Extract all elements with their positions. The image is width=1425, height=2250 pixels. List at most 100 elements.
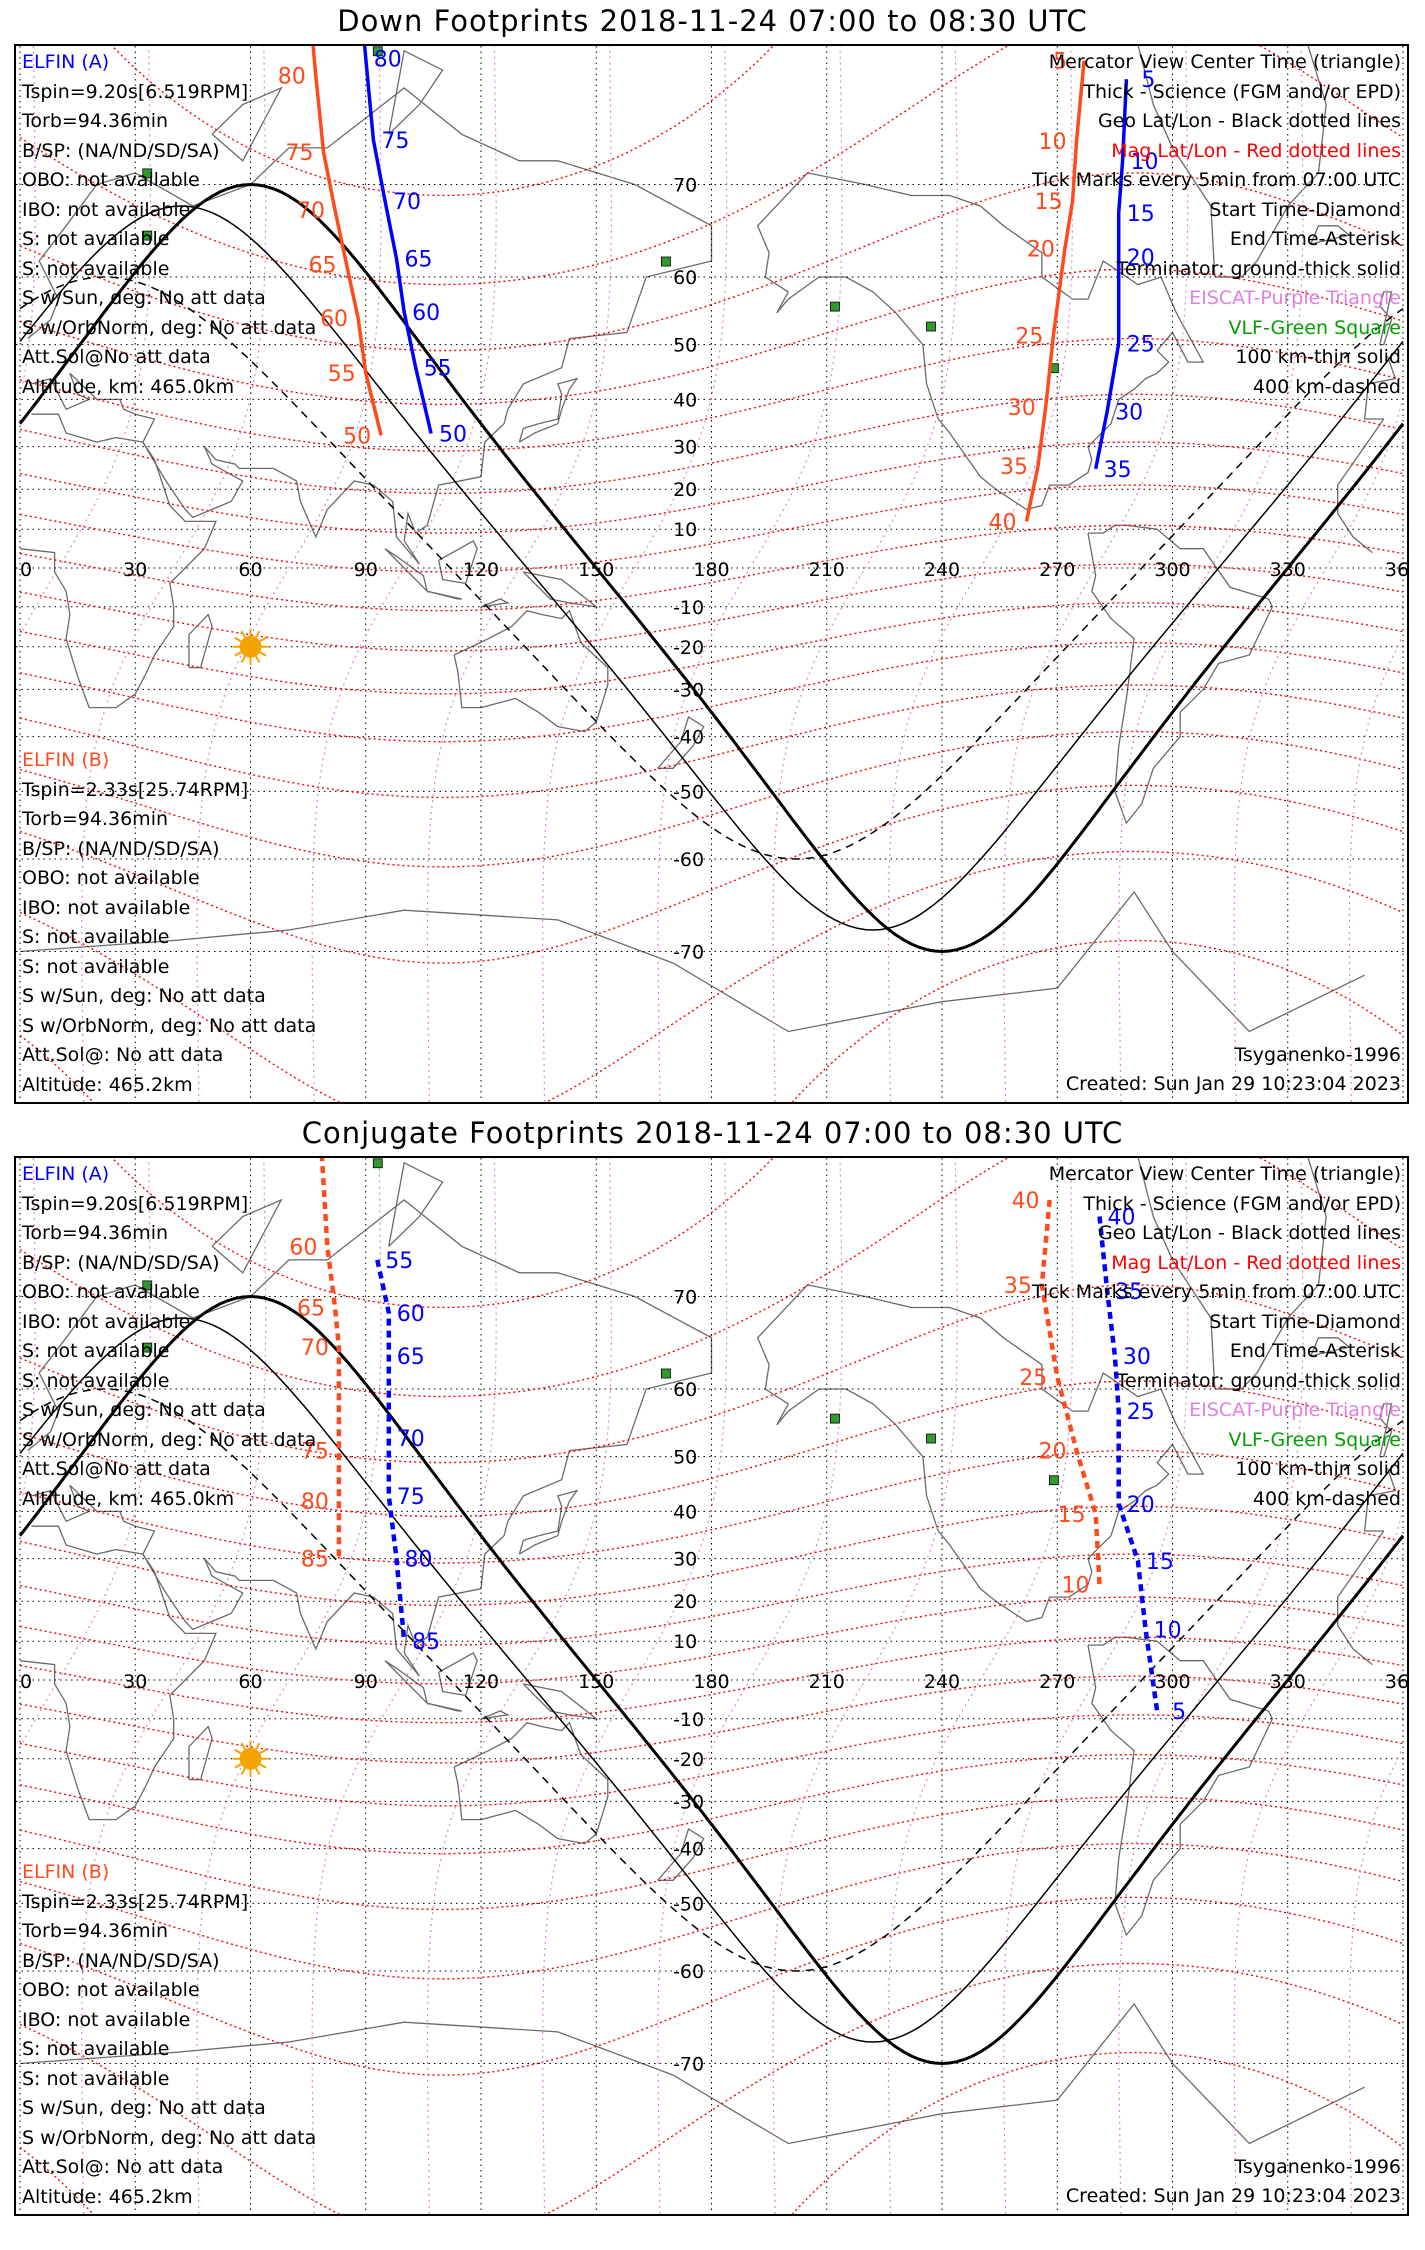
terminator-ground bbox=[18, 1294, 1405, 2066]
footprint-track bbox=[319, 1158, 342, 1559]
coastline bbox=[1379, 291, 1393, 346]
coastline bbox=[1137, 46, 1327, 278]
legend-item: Mag Lat/Lon - Red dotted lines bbox=[1111, 139, 1401, 162]
info-line: Torb=94.36min bbox=[22, 110, 169, 132]
tick-time-label: 25 bbox=[1127, 1400, 1155, 1425]
lat-tick-label: -70 bbox=[673, 2054, 704, 2076]
mag-meridian bbox=[22, 1158, 151, 1743]
legend-item: Start Time-Diamond bbox=[1209, 1310, 1401, 1333]
mag-latitude-line bbox=[19, 46, 1404, 286]
info-line: S w/Sun, deg: No att data bbox=[22, 985, 266, 1007]
coastline bbox=[211, 86, 283, 162]
legend-item: EISCAT-Purple Triangle bbox=[1189, 1399, 1401, 1421]
mag-meridian bbox=[22, 46, 151, 631]
lon-tick-label: 0 bbox=[20, 1671, 32, 1693]
lon-tick-label: 210 bbox=[809, 1671, 845, 1693]
tick-time-label: 15 bbox=[1058, 1503, 1086, 1528]
lat-tick-label: 30 bbox=[673, 437, 697, 459]
coastline bbox=[1337, 418, 1385, 486]
terminator-ground bbox=[18, 182, 1405, 954]
lon-tick-label: 270 bbox=[1039, 559, 1075, 581]
legend-item: EISCAT-Purple Triangle bbox=[1189, 287, 1401, 309]
coastline bbox=[756, 172, 1205, 511]
coastline bbox=[1310, 1337, 1351, 1357]
lat-tick-label: 20 bbox=[673, 479, 697, 501]
tick-time-label: 65 bbox=[297, 1296, 325, 1321]
footprint-track bbox=[1093, 79, 1129, 470]
legend-item: 100 km-thin solid bbox=[1235, 1458, 1401, 1480]
sun-ray bbox=[259, 1763, 267, 1769]
legend-item: Mercator View Center Time (triangle) bbox=[1048, 1163, 1401, 1185]
info-line: OBO: not available bbox=[22, 169, 200, 191]
vlf-square bbox=[142, 1280, 153, 1291]
tick-time-label: 20 bbox=[1038, 1440, 1066, 1465]
mag-meridian bbox=[772, 46, 958, 1102]
tick-time-label: 30 bbox=[1008, 396, 1036, 421]
mag-meridian bbox=[542, 1158, 728, 2214]
sun-ray bbox=[240, 655, 246, 663]
lat-tick-label: -70 bbox=[673, 942, 704, 964]
tick-time-label: 80 bbox=[278, 65, 306, 90]
lon-tick-label: 60 bbox=[238, 1671, 262, 1693]
sun-ray bbox=[240, 1767, 246, 1775]
lat-tick-label: -50 bbox=[673, 781, 704, 803]
info-line: B/SP: (NA/ND/SD/SA) bbox=[22, 837, 220, 860]
tick-time-label: 40 bbox=[1108, 1205, 1136, 1230]
footprint-track bbox=[375, 1259, 407, 1642]
tick-time-label: 80 bbox=[404, 1548, 432, 1573]
tick-time-label: 15 bbox=[1127, 202, 1155, 227]
lat-tick-label: 50 bbox=[673, 1447, 697, 1469]
sun-ray bbox=[259, 651, 267, 657]
mag-latitude-line bbox=[111, 46, 774, 197]
tick-time-label: 80 bbox=[301, 1490, 329, 1515]
lon-tick-label: 0 bbox=[20, 559, 32, 581]
sun-icon bbox=[239, 635, 262, 658]
tick-time-label: 50 bbox=[343, 424, 371, 449]
mag-latitude-line bbox=[19, 1714, 1404, 1807]
coastline bbox=[1337, 1530, 1385, 1598]
mag-meridian bbox=[196, 46, 382, 1102]
legend-item: Start Time-Diamond bbox=[1209, 198, 1401, 221]
legend-item: Mercator View Center Time (triangle) bbox=[1048, 51, 1401, 73]
info-line: S: not available bbox=[22, 228, 170, 250]
tick-time-label: 75 bbox=[381, 129, 409, 154]
sun-ray bbox=[259, 1748, 267, 1755]
vlf-square bbox=[142, 230, 153, 241]
mag-latitude-line bbox=[19, 1962, 1404, 2214]
panel-title: Down Footprints 2018-11-24 07:00 to 08:3… bbox=[337, 4, 1088, 38]
mag-latitude-line bbox=[19, 1284, 1404, 1464]
tick-time-label: 65 bbox=[309, 253, 337, 278]
conjugate-footprints-panel: Conjugate Footprints 2018-11-24 07:00 to… bbox=[0, 1112, 1425, 2237]
info-line: Att.Sol@No att data bbox=[22, 346, 211, 368]
mag-meridian bbox=[1233, 399, 1403, 1102]
info-line: B/SP: (NA/ND/SD/SA) bbox=[22, 1949, 220, 1972]
lon-tick-label: 240 bbox=[924, 559, 960, 581]
info-line: Tspin=2.33s[25.74RPM] bbox=[22, 1890, 249, 1913]
lon-tick-label: 150 bbox=[578, 1671, 614, 1693]
tick-time-label: 10 bbox=[1154, 1618, 1182, 1643]
tick-time-label: 60 bbox=[320, 307, 348, 332]
lat-tick-label: 40 bbox=[673, 389, 697, 411]
info-line: S: not available bbox=[22, 955, 170, 978]
info-line: S w/OrbNorm, deg: No att data bbox=[22, 1428, 317, 1451]
coastline bbox=[518, 1489, 579, 1555]
coastline bbox=[1137, 1158, 1327, 1390]
tick-time-label: 70 bbox=[301, 1336, 329, 1361]
sun-ray bbox=[240, 1742, 246, 1750]
coastline bbox=[19, 1525, 217, 1821]
mag-meridian bbox=[1233, 1511, 1403, 2214]
coastline bbox=[438, 1651, 478, 1697]
mag-latitude-line bbox=[19, 393, 1404, 494]
mag-meridian bbox=[657, 46, 843, 1102]
lon-tick-label: 120 bbox=[463, 1671, 499, 1693]
model-label: Tsyganenko-1996 bbox=[1234, 2156, 1401, 2178]
info-line: Torb=94.36min bbox=[22, 1920, 169, 1942]
tick-time-label: 75 bbox=[301, 1440, 329, 1465]
lat-tick-label: -20 bbox=[673, 637, 704, 659]
mag-meridian bbox=[81, 1158, 267, 2214]
lon-tick-label: 300 bbox=[1154, 559, 1190, 581]
tick-time-label: 40 bbox=[989, 510, 1017, 535]
panel-title: Conjugate Footprints 2018-11-24 07:00 to… bbox=[301, 1116, 1124, 1150]
coastline bbox=[188, 613, 213, 669]
vlf-square bbox=[1049, 1475, 1059, 1486]
